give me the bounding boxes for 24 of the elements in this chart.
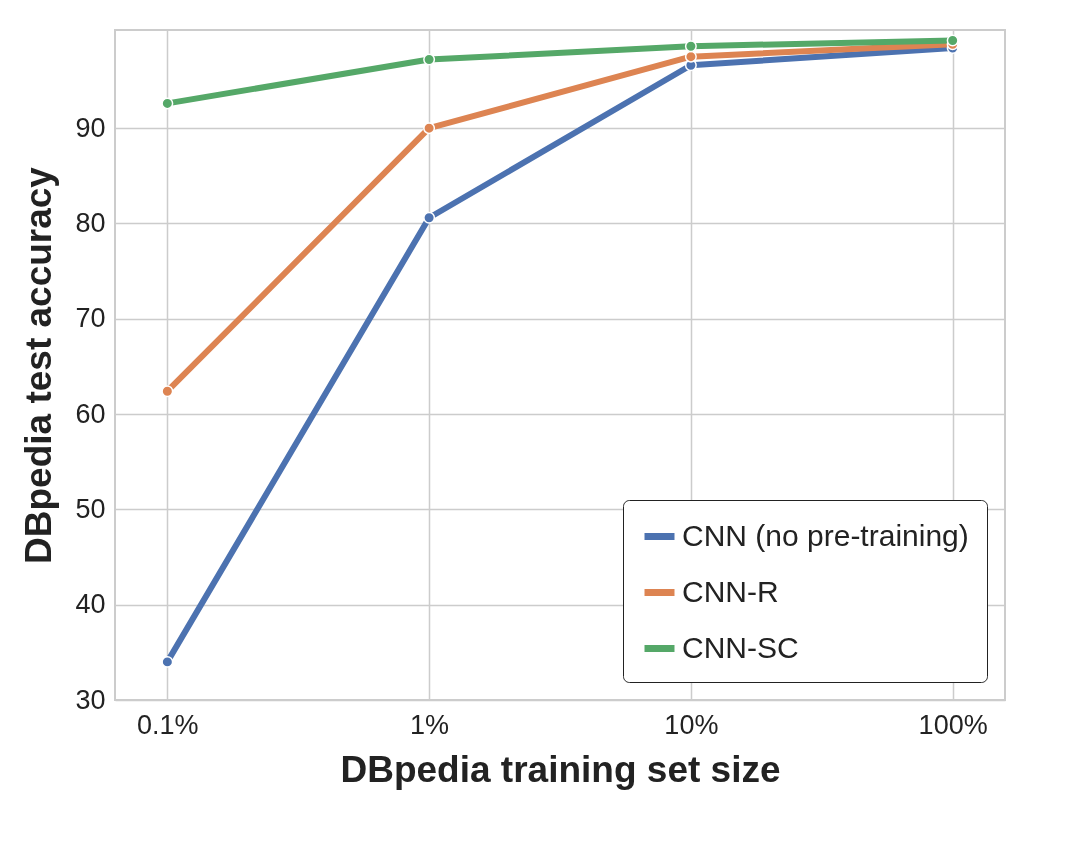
x-tick-label: 10% — [664, 709, 719, 740]
y-tick-label: 50 — [75, 493, 106, 524]
point — [423, 53, 436, 66]
x-axis-title: DBpedia training set size — [340, 748, 781, 790]
point — [423, 211, 436, 224]
x-tick-label: 100% — [918, 709, 988, 740]
legend-label: CNN-R — [682, 574, 779, 608]
y-tick-label: 40 — [75, 589, 106, 620]
y-tick-label: 70 — [75, 303, 106, 334]
legend-label: CNN (no pre-training) — [682, 518, 969, 552]
point — [684, 40, 697, 53]
y-tick-label: 60 — [75, 398, 106, 429]
point — [161, 385, 174, 398]
legend-label: CNN-SC — [682, 630, 799, 664]
x-tick-label: 0.1% — [137, 709, 199, 740]
point — [946, 34, 959, 47]
y-axis-title: DBpedia test accuracy — [18, 166, 60, 564]
point — [161, 655, 174, 668]
y-tick-label: 30 — [75, 684, 106, 715]
x-tick-label: 1% — [410, 709, 450, 740]
y-tick-label: 80 — [75, 207, 106, 238]
y-tick-label: 90 — [75, 112, 106, 143]
point — [161, 97, 174, 110]
point — [423, 122, 436, 135]
